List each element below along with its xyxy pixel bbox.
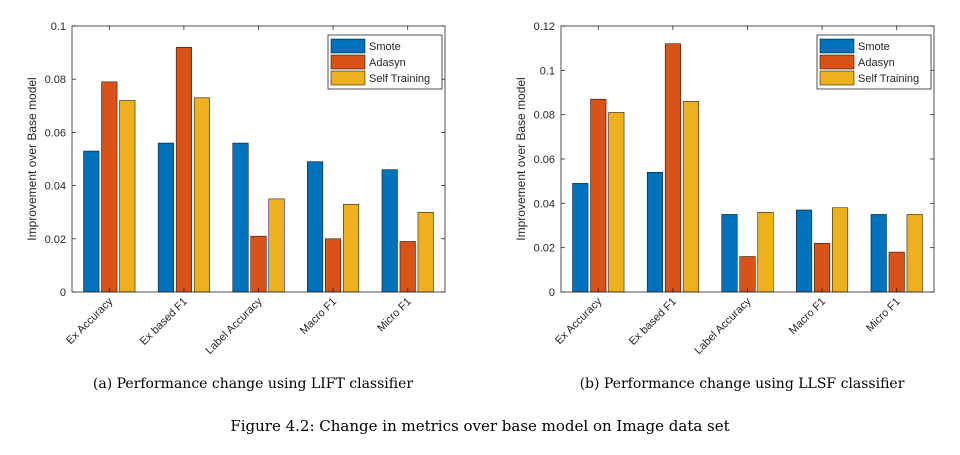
y-tick-label: 0.12: [534, 21, 555, 33]
y-axis-label: Improvement over Base model: [514, 77, 528, 240]
x-tick-label: Ex Accuracy: [553, 295, 605, 347]
bar-adasyn-2: [250, 235, 267, 293]
legend-swatch-smote: [819, 38, 855, 54]
bar-self-training-2: [268, 198, 285, 293]
bar-self-training-3: [832, 207, 849, 293]
chart-llsf: 0 0.02 0.04 0.06 0.08 0.1 0.12 Ex Accuracy Ex ba…: [514, 21, 935, 357]
legend-label: Smote: [858, 41, 890, 53]
bar-smote-2: [232, 142, 249, 293]
subcaption-llsf: (b) Performance change using LLSF classi…: [580, 376, 905, 392]
chart-lift: 0 0.02 0.04 0.06 0.08 0.1 Ex Accuracy Ex based …: [25, 21, 446, 357]
bar-self-training-2: [757, 211, 774, 293]
bar-adasyn-0: [590, 98, 607, 293]
subcaption-lift: (a) Performance change using LIFT classi…: [93, 376, 413, 392]
bar-self-training-0: [119, 100, 136, 293]
bar-adasyn-4: [888, 251, 905, 293]
legend-label: Adasyn: [369, 57, 406, 69]
bar-smote-4: [870, 214, 887, 293]
y-tick-label: 0.1: [540, 65, 555, 77]
y-tick-label: 0: [60, 287, 66, 299]
legend-swatch-smote: [330, 38, 366, 54]
legend-swatch-adasyn: [330, 54, 366, 70]
bar-smote-4: [381, 169, 398, 293]
bar-adasyn-1: [664, 43, 681, 293]
bar-smote-3: [307, 161, 324, 293]
x-tick-label: Micro F1: [864, 296, 903, 335]
bar-smote-3: [796, 209, 813, 293]
bar-smote-0: [572, 183, 589, 293]
bar-smote-1: [646, 172, 663, 293]
bar-self-training-1: [682, 101, 699, 293]
y-tick-label: 0.08: [534, 110, 555, 122]
legend-label: Adasyn: [858, 57, 895, 69]
bar-self-training-0: [608, 112, 625, 293]
x-tick-label: Macro F1: [787, 296, 828, 337]
y-tick-label: 0.08: [45, 74, 66, 86]
legend-label: Smote: [369, 41, 401, 53]
bar-adasyn-1: [175, 47, 192, 293]
x-tick-label: Label Accuracy: [203, 295, 265, 357]
bar-smote-2: [721, 214, 738, 293]
bar-adasyn-2: [739, 256, 756, 293]
x-tick-label: Ex based F1: [138, 296, 190, 348]
legend-label: Self Training: [858, 73, 919, 85]
y-tick-label: 0.02: [45, 234, 66, 246]
legend-swatch-adasyn: [819, 54, 855, 70]
y-tick-label: 0.04: [45, 181, 66, 193]
bar-self-training-3: [343, 203, 360, 293]
y-tick-label: 0.1: [51, 21, 66, 33]
y-tick-label: 0.06: [534, 154, 555, 166]
bar-self-training-4: [417, 211, 434, 293]
y-tick-label: 0.04: [534, 198, 555, 210]
bar-adasyn-0: [101, 81, 118, 293]
x-tick-label: Macro F1: [298, 296, 339, 337]
x-tick-label: Micro F1: [375, 296, 414, 335]
legend-swatch-self-training: [330, 70, 366, 86]
bar-self-training-4: [906, 214, 923, 293]
legend-label: Self Training: [369, 73, 430, 85]
x-tick-label: Ex based F1: [627, 296, 679, 348]
bar-adasyn-3: [814, 242, 831, 293]
y-tick-label: 0.02: [534, 243, 555, 255]
bar-smote-0: [83, 150, 100, 293]
legend-swatch-self-training: [819, 70, 855, 86]
bar-self-training-1: [193, 97, 210, 293]
bar-smote-1: [157, 142, 174, 293]
bar-adasyn-3: [325, 238, 342, 293]
x-tick-label: Label Accuracy: [692, 295, 754, 357]
y-tick-label: 0: [549, 287, 555, 299]
x-tick-label: Ex Accuracy: [64, 295, 116, 347]
bar-adasyn-4: [399, 241, 416, 293]
y-tick-label: 0.06: [45, 127, 66, 139]
figure-caption: Figure 4.2: Change in metrics over base …: [230, 417, 729, 435]
y-axis-label: Improvement over Base model: [25, 77, 39, 240]
